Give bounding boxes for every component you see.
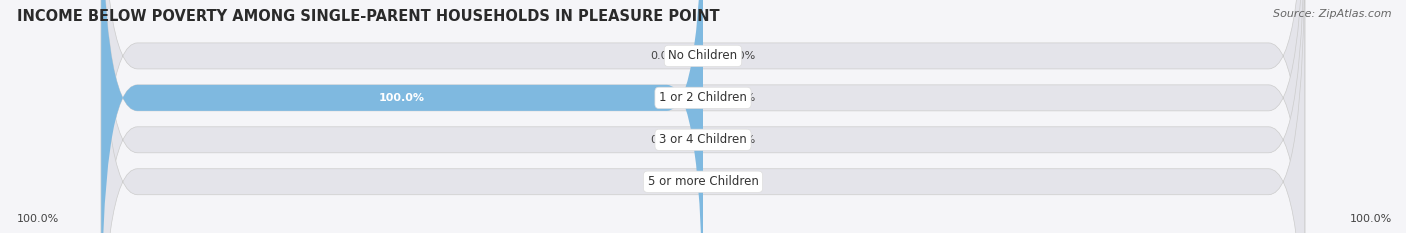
FancyBboxPatch shape [101, 0, 1305, 233]
Text: 0.0%: 0.0% [727, 135, 755, 145]
Text: 0.0%: 0.0% [727, 93, 755, 103]
FancyBboxPatch shape [101, 0, 1305, 233]
Text: 0.0%: 0.0% [651, 135, 679, 145]
Text: 1 or 2 Children: 1 or 2 Children [659, 91, 747, 104]
Text: 0.0%: 0.0% [727, 177, 755, 187]
Text: INCOME BELOW POVERTY AMONG SINGLE-PARENT HOUSEHOLDS IN PLEASURE POINT: INCOME BELOW POVERTY AMONG SINGLE-PARENT… [17, 9, 720, 24]
FancyBboxPatch shape [101, 0, 703, 233]
Text: 3 or 4 Children: 3 or 4 Children [659, 133, 747, 146]
Text: 100.0%: 100.0% [1350, 214, 1392, 224]
Text: 0.0%: 0.0% [651, 177, 679, 187]
FancyBboxPatch shape [101, 0, 1305, 233]
Text: 0.0%: 0.0% [651, 51, 679, 61]
Text: 100.0%: 100.0% [380, 93, 425, 103]
Text: 5 or more Children: 5 or more Children [648, 175, 758, 188]
Text: 0.0%: 0.0% [727, 51, 755, 61]
FancyBboxPatch shape [101, 0, 1305, 233]
Text: Source: ZipAtlas.com: Source: ZipAtlas.com [1274, 9, 1392, 19]
Text: No Children: No Children [668, 49, 738, 62]
Text: 100.0%: 100.0% [17, 214, 59, 224]
